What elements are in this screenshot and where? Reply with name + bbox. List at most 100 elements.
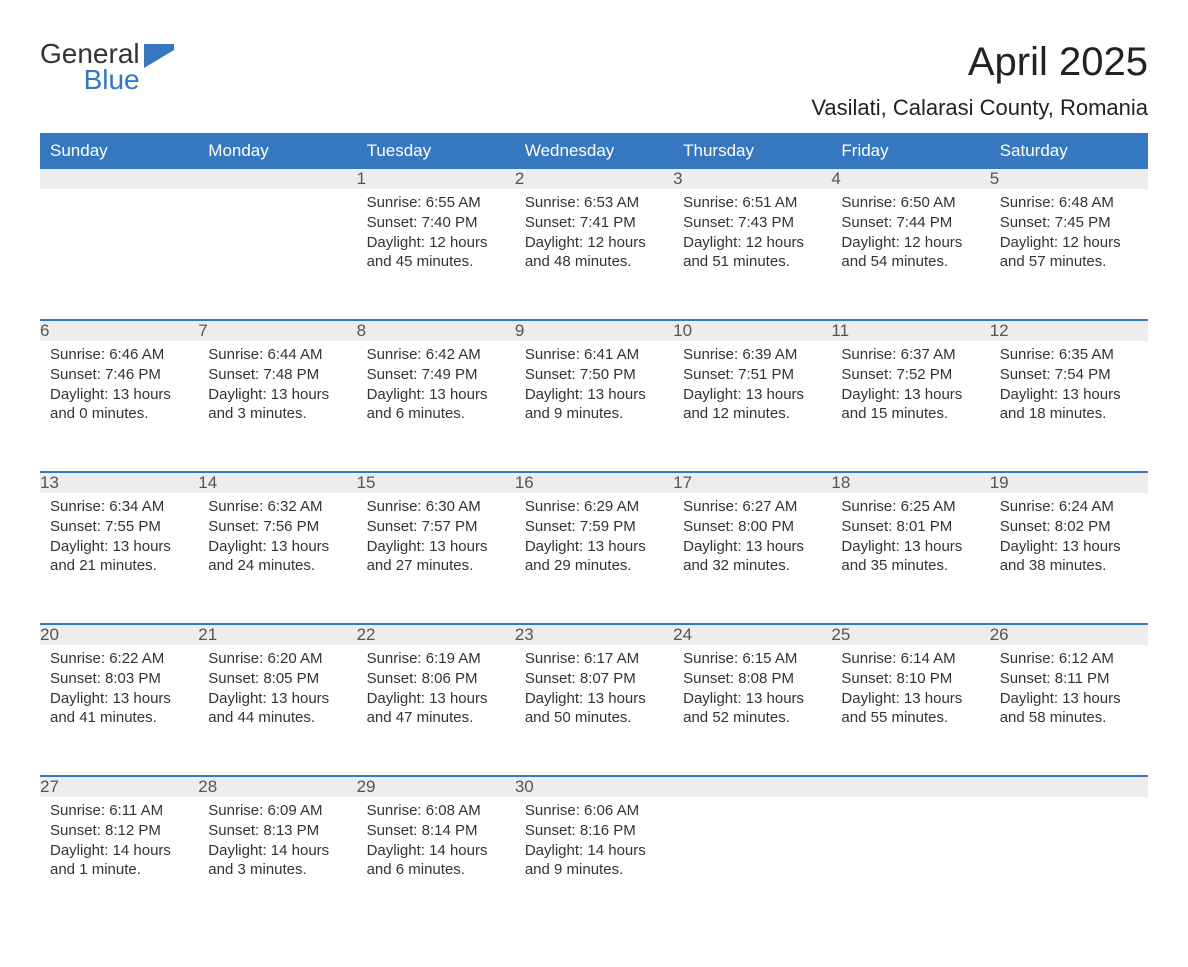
day-dl2: and 29 minutes. bbox=[525, 556, 663, 576]
day-sunset: Sunset: 8:12 PM bbox=[50, 821, 188, 841]
day-number-cell: 7 bbox=[198, 321, 356, 341]
day-cell bbox=[198, 189, 356, 319]
day-sunrise: Sunrise: 6:41 AM bbox=[525, 345, 663, 365]
day-sunrise: Sunrise: 6:25 AM bbox=[841, 497, 979, 517]
day-body: Sunrise: 6:29 AMSunset: 7:59 PMDaylight:… bbox=[515, 493, 673, 590]
day-dl1: Daylight: 13 hours bbox=[50, 385, 188, 405]
day-dl1: Daylight: 13 hours bbox=[525, 689, 663, 709]
day-sunrise: Sunrise: 6:35 AM bbox=[1000, 345, 1138, 365]
day-body: Sunrise: 6:09 AMSunset: 8:13 PMDaylight:… bbox=[198, 797, 356, 894]
day-cell: Sunrise: 6:48 AMSunset: 7:45 PMDaylight:… bbox=[990, 189, 1148, 319]
weekday-header: Sunday bbox=[40, 133, 198, 169]
page-header: General Blue April 2025 Vasilati, Calara… bbox=[40, 40, 1148, 121]
day-dl1: Daylight: 12 hours bbox=[841, 233, 979, 253]
day-dl1: Daylight: 14 hours bbox=[525, 841, 663, 861]
calendar-body: 12345Sunrise: 6:55 AMSunset: 7:40 PMDayl… bbox=[40, 169, 1148, 927]
day-sunrise: Sunrise: 6:06 AM bbox=[525, 801, 663, 821]
weekday-header: Friday bbox=[831, 133, 989, 169]
day-sunset: Sunset: 7:46 PM bbox=[50, 365, 188, 385]
day-sunrise: Sunrise: 6:11 AM bbox=[50, 801, 188, 821]
day-sunset: Sunset: 7:45 PM bbox=[1000, 213, 1138, 233]
day-dl1: Daylight: 13 hours bbox=[525, 537, 663, 557]
day-dl2: and 21 minutes. bbox=[50, 556, 188, 576]
day-dl2: and 54 minutes. bbox=[841, 252, 979, 272]
day-sunset: Sunset: 8:16 PM bbox=[525, 821, 663, 841]
day-dl1: Daylight: 12 hours bbox=[525, 233, 663, 253]
day-body: Sunrise: 6:34 AMSunset: 7:55 PMDaylight:… bbox=[40, 493, 198, 590]
daynum-row: 12345 bbox=[40, 169, 1148, 189]
day-dl2: and 9 minutes. bbox=[525, 404, 663, 424]
day-dl2: and 9 minutes. bbox=[525, 860, 663, 880]
day-cell: Sunrise: 6:11 AMSunset: 8:12 PMDaylight:… bbox=[40, 797, 198, 927]
day-dl1: Daylight: 13 hours bbox=[367, 537, 505, 557]
daynum-row: 20212223242526 bbox=[40, 625, 1148, 645]
day-number-cell bbox=[831, 777, 989, 797]
day-body: Sunrise: 6:19 AMSunset: 8:06 PMDaylight:… bbox=[357, 645, 515, 742]
day-dl2: and 45 minutes. bbox=[367, 252, 505, 272]
day-sunrise: Sunrise: 6:14 AM bbox=[841, 649, 979, 669]
day-body: Sunrise: 6:55 AMSunset: 7:40 PMDaylight:… bbox=[357, 189, 515, 286]
brand-text: General Blue bbox=[40, 40, 140, 94]
day-cell: Sunrise: 6:25 AMSunset: 8:01 PMDaylight:… bbox=[831, 493, 989, 623]
weekday-header-row: SundayMondayTuesdayWednesdayThursdayFrid… bbox=[40, 133, 1148, 169]
day-sunset: Sunset: 8:13 PM bbox=[208, 821, 346, 841]
day-number-cell: 26 bbox=[990, 625, 1148, 645]
day-dl2: and 57 minutes. bbox=[1000, 252, 1138, 272]
day-dl1: Daylight: 13 hours bbox=[1000, 537, 1138, 557]
day-number-cell bbox=[40, 169, 198, 189]
day-number-cell bbox=[673, 777, 831, 797]
day-cell: Sunrise: 6:15 AMSunset: 8:08 PMDaylight:… bbox=[673, 645, 831, 775]
day-body: Sunrise: 6:44 AMSunset: 7:48 PMDaylight:… bbox=[198, 341, 356, 438]
day-number-cell: 27 bbox=[40, 777, 198, 797]
calendar-table: SundayMondayTuesdayWednesdayThursdayFrid… bbox=[40, 133, 1148, 927]
day-sunset: Sunset: 8:02 PM bbox=[1000, 517, 1138, 537]
day-sunset: Sunset: 8:01 PM bbox=[841, 517, 979, 537]
day-cell bbox=[990, 797, 1148, 927]
day-number-cell: 1 bbox=[357, 169, 515, 189]
day-sunrise: Sunrise: 6:22 AM bbox=[50, 649, 188, 669]
day-cell: Sunrise: 6:42 AMSunset: 7:49 PMDaylight:… bbox=[357, 341, 515, 471]
day-body: Sunrise: 6:37 AMSunset: 7:52 PMDaylight:… bbox=[831, 341, 989, 438]
day-body: Sunrise: 6:50 AMSunset: 7:44 PMDaylight:… bbox=[831, 189, 989, 286]
day-cell: Sunrise: 6:37 AMSunset: 7:52 PMDaylight:… bbox=[831, 341, 989, 471]
calendar-head: SundayMondayTuesdayWednesdayThursdayFrid… bbox=[40, 133, 1148, 169]
week-row: Sunrise: 6:55 AMSunset: 7:40 PMDaylight:… bbox=[40, 189, 1148, 319]
day-cell: Sunrise: 6:12 AMSunset: 8:11 PMDaylight:… bbox=[990, 645, 1148, 775]
day-body: Sunrise: 6:17 AMSunset: 8:07 PMDaylight:… bbox=[515, 645, 673, 742]
day-dl1: Daylight: 12 hours bbox=[1000, 233, 1138, 253]
day-sunrise: Sunrise: 6:24 AM bbox=[1000, 497, 1138, 517]
day-cell: Sunrise: 6:20 AMSunset: 8:05 PMDaylight:… bbox=[198, 645, 356, 775]
day-dl2: and 3 minutes. bbox=[208, 404, 346, 424]
day-number-cell: 5 bbox=[990, 169, 1148, 189]
day-body: Sunrise: 6:41 AMSunset: 7:50 PMDaylight:… bbox=[515, 341, 673, 438]
day-number-cell bbox=[990, 777, 1148, 797]
day-dl1: Daylight: 13 hours bbox=[208, 689, 346, 709]
day-body: Sunrise: 6:11 AMSunset: 8:12 PMDaylight:… bbox=[40, 797, 198, 894]
day-number-cell: 16 bbox=[515, 473, 673, 493]
day-cell: Sunrise: 6:32 AMSunset: 7:56 PMDaylight:… bbox=[198, 493, 356, 623]
day-sunset: Sunset: 8:08 PM bbox=[683, 669, 821, 689]
day-dl1: Daylight: 13 hours bbox=[208, 385, 346, 405]
day-sunset: Sunset: 7:59 PM bbox=[525, 517, 663, 537]
day-dl2: and 6 minutes. bbox=[367, 404, 505, 424]
month-title: April 2025 bbox=[811, 40, 1148, 85]
day-dl1: Daylight: 13 hours bbox=[841, 537, 979, 557]
day-body: Sunrise: 6:35 AMSunset: 7:54 PMDaylight:… bbox=[990, 341, 1148, 438]
day-number-cell: 8 bbox=[357, 321, 515, 341]
day-dl2: and 58 minutes. bbox=[1000, 708, 1138, 728]
day-sunset: Sunset: 7:50 PM bbox=[525, 365, 663, 385]
day-dl1: Daylight: 13 hours bbox=[683, 689, 821, 709]
day-cell: Sunrise: 6:09 AMSunset: 8:13 PMDaylight:… bbox=[198, 797, 356, 927]
day-sunset: Sunset: 8:00 PM bbox=[683, 517, 821, 537]
day-number-cell: 11 bbox=[831, 321, 989, 341]
day-number-cell: 29 bbox=[357, 777, 515, 797]
day-sunrise: Sunrise: 6:53 AM bbox=[525, 193, 663, 213]
day-body: Sunrise: 6:15 AMSunset: 8:08 PMDaylight:… bbox=[673, 645, 831, 742]
day-body: Sunrise: 6:53 AMSunset: 7:41 PMDaylight:… bbox=[515, 189, 673, 286]
brand-line2: Blue bbox=[40, 66, 140, 94]
day-number-cell: 6 bbox=[40, 321, 198, 341]
day-dl2: and 6 minutes. bbox=[367, 860, 505, 880]
day-number-cell: 24 bbox=[673, 625, 831, 645]
day-dl2: and 35 minutes. bbox=[841, 556, 979, 576]
day-body: Sunrise: 6:48 AMSunset: 7:45 PMDaylight:… bbox=[990, 189, 1148, 286]
